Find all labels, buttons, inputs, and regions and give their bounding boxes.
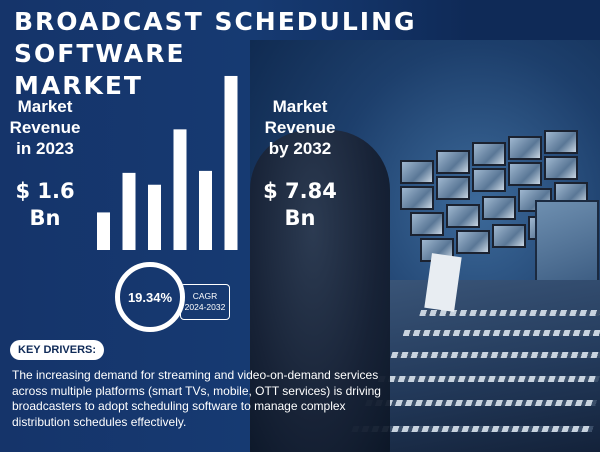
title-line-1: BROADCAST SCHEDULING SOFTWARE [14,7,417,68]
bar-2 [122,172,136,250]
cagr-label-box: CAGR 2024-2032 [180,284,230,320]
revenue-bar-chart [97,75,238,250]
cagr-period: 2024-2032 [184,302,226,312]
bar-1 [97,212,110,250]
key-drivers-text: The increasing demand for streaming and … [12,368,381,429]
revenue-2032-label: Market Revenue by 2032 [264,97,336,158]
page-title: BROADCAST SCHEDULING SOFTWARE MARKET [14,6,574,102]
monitor-wall [400,130,595,280]
cagr-value: 19.34% [127,289,173,305]
key-drivers-heading: KEY DRIVERS: [10,340,105,360]
cagr-label: CAGR [192,291,218,301]
cagr-ring: 19.34% [115,262,185,332]
title-line-2: MARKET [14,71,143,100]
bar-5 [199,170,212,250]
revenue-2023-label: Market Revenue in 2023 [9,97,81,158]
operator-silhouette [250,130,390,452]
bar-3 [148,184,161,250]
revenue-2023-value: $ 1.6 Bn [15,179,75,230]
revenue-2032-value: $ 7.84 Bn [263,179,337,230]
bar-4 [173,129,187,250]
bar-6 [224,75,238,250]
control-room-photo [250,40,600,452]
